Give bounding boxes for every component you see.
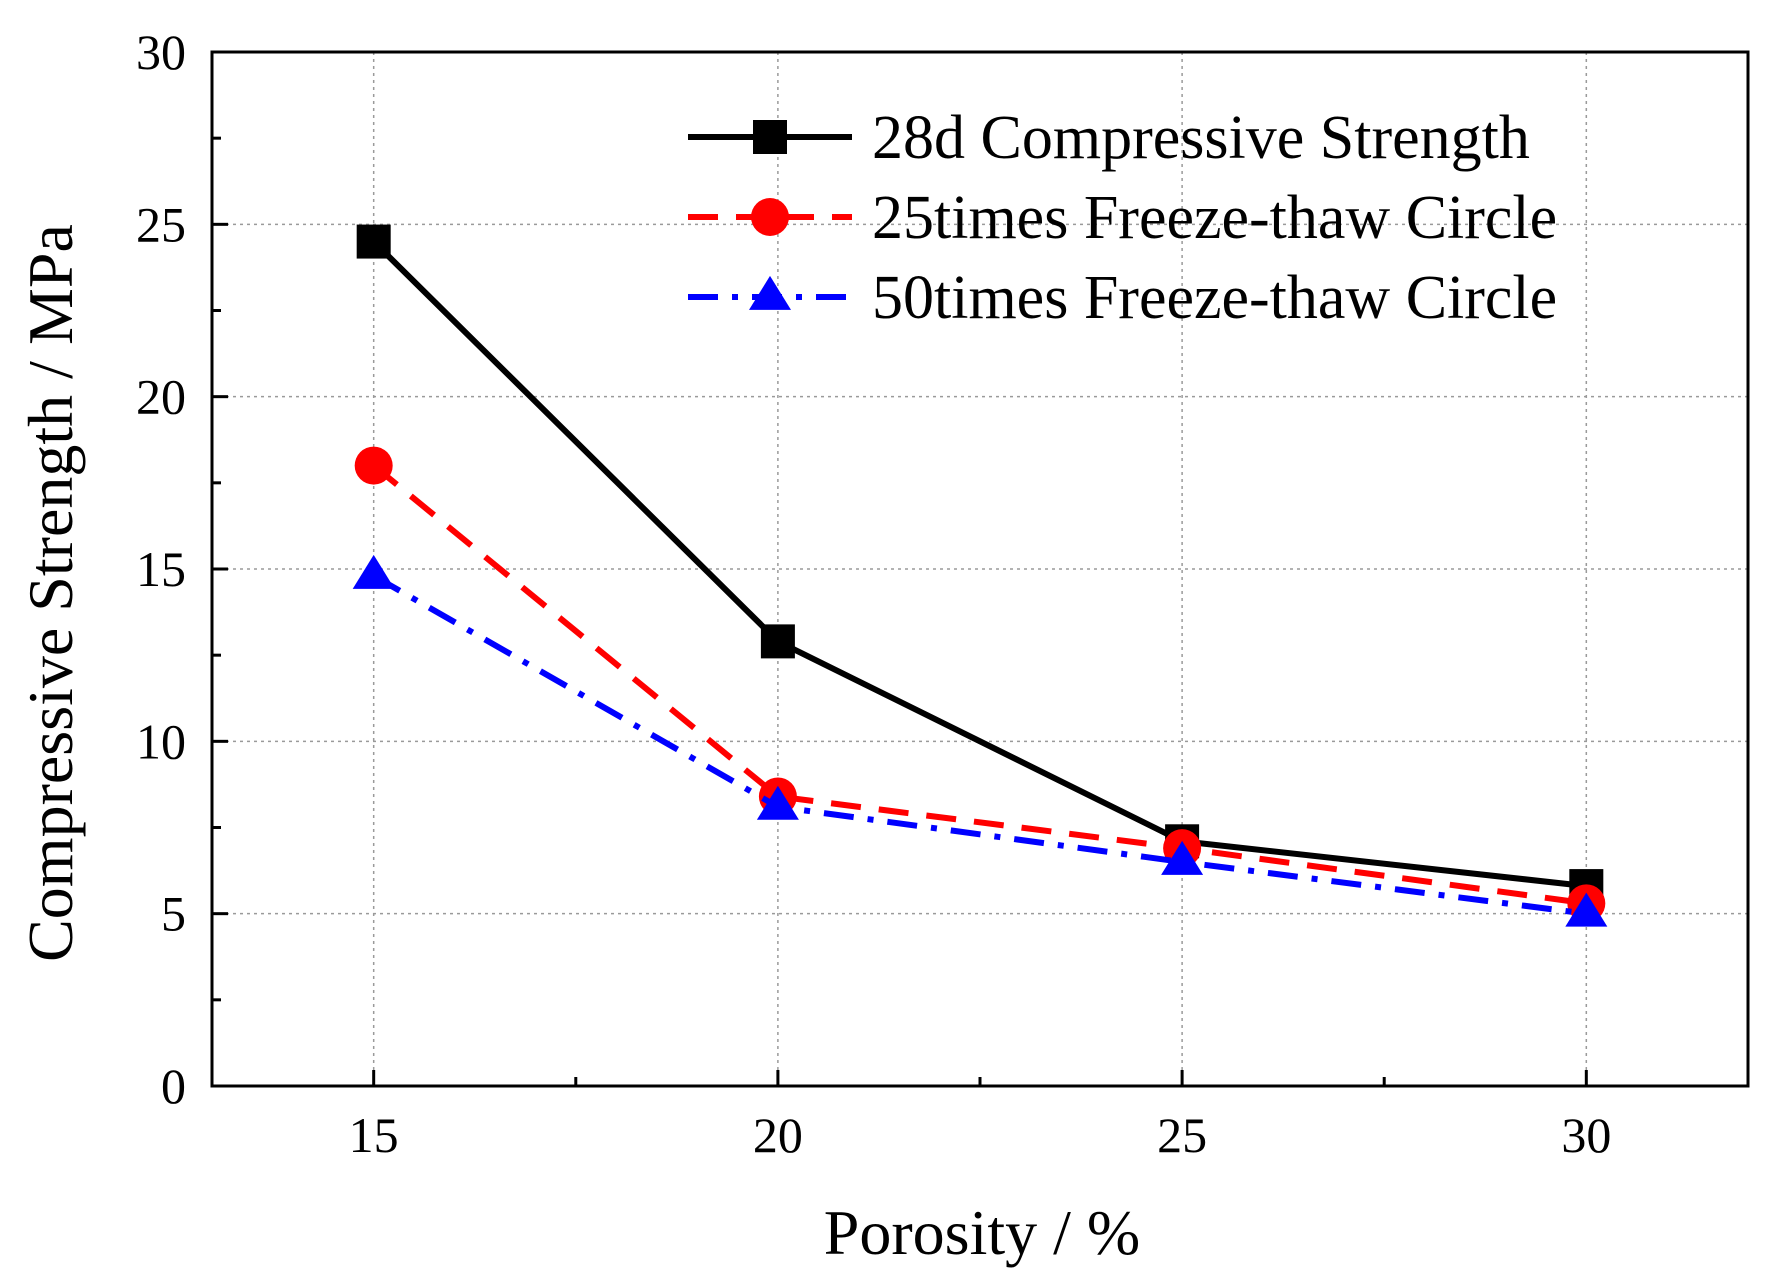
ticks	[212, 50, 1588, 1088]
data-point-0-0	[356, 224, 391, 259]
y-tick-label: 15	[136, 541, 186, 597]
legend-item-2: 50times Freeze-thaw Circle	[688, 264, 1557, 332]
x-axis-title: Porosity / %	[824, 1197, 1140, 1268]
legend-marker-0	[753, 120, 787, 154]
x-tick-label: 15	[349, 1107, 399, 1163]
data-point-2-3	[1565, 892, 1608, 927]
y-tick-label: 30	[136, 24, 186, 80]
series-line-2	[372, 573, 1587, 917]
y-tick-label: 5	[161, 886, 186, 942]
y-tick-label: 25	[136, 196, 186, 252]
series-line-0	[371, 239, 1587, 890]
series-layer	[352, 224, 1608, 927]
y-tick-label: 10	[136, 713, 186, 769]
legend-label-2: 50times Freeze-thaw Circle	[872, 264, 1557, 332]
data-point-0-1	[760, 624, 795, 659]
legend-label-0: 28d Compressive Strength	[872, 104, 1530, 172]
series-line-1	[371, 463, 1587, 907]
x-tick-label: 20	[753, 1107, 803, 1163]
y-tick-label: 0	[161, 1058, 186, 1114]
y-tick-label: 20	[136, 369, 186, 425]
data-point-2-2	[1161, 840, 1204, 875]
data-point-1-0	[354, 446, 393, 485]
legend-label-1: 25times Freeze-thaw Circle	[872, 184, 1557, 252]
series-circle	[354, 446, 1606, 923]
series-triangle	[352, 554, 1608, 927]
legend-marker-1	[751, 198, 789, 236]
legend: 28d Compressive Strength 25times Freeze-t…	[688, 104, 1557, 332]
tick-labels: 15 20 25 30 0 5 10 15 20 25 30	[136, 24, 1611, 1163]
legend-item-1: 25times Freeze-thaw Circle	[688, 184, 1557, 252]
x-tick-label: 25	[1157, 1107, 1207, 1163]
data-point-2-1	[756, 785, 799, 820]
y-axis-title: Compressive Strength / MPa	[15, 224, 86, 962]
legend-marker-2	[749, 275, 791, 310]
x-tick-label: 30	[1561, 1107, 1611, 1163]
legend-item-0: 28d Compressive Strength	[688, 104, 1530, 172]
data-point-2-0	[352, 554, 395, 589]
